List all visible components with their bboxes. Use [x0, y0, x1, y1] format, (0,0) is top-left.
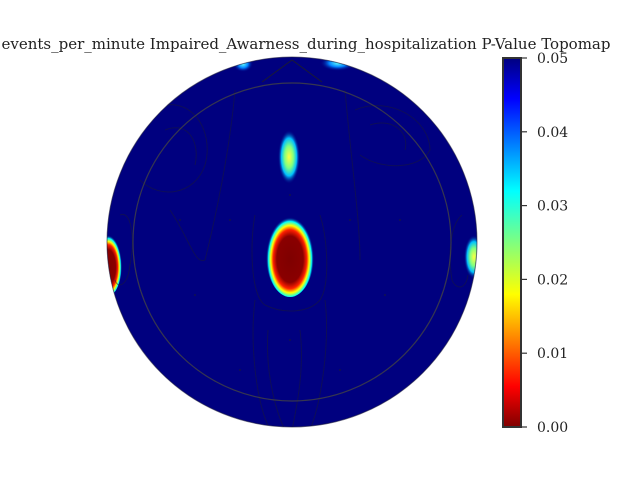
hotspot-right-temporal: [464, 235, 477, 279]
head-inner-circle: [132, 82, 452, 402]
hotspot-frontal-midline: [278, 130, 300, 184]
colorbar-tick-label: 0.04: [537, 125, 568, 141]
chart-title: events_per_minute Impaired_Awarness_duri…: [2, 35, 611, 53]
colorbar-tick-label: 0.05: [537, 51, 568, 67]
head-outline: [106, 56, 478, 428]
nose-icon: [261, 59, 323, 83]
colorbar-tick-label: 0.00: [537, 420, 568, 436]
colorbar-tick-label: 0.01: [537, 346, 568, 362]
contour-lines: [114, 89, 469, 427]
topomap-head: [107, 57, 477, 427]
colorbar-tick-label: 0.02: [537, 272, 568, 288]
colorbar-tick-label: 0.03: [537, 199, 568, 215]
colorbar-frame: [502, 57, 522, 428]
sensor-markers: [179, 194, 401, 371]
colorbar: 0.05 0.04 0.03 0.02 0.01 0.00: [502, 51, 568, 436]
colorbar-gradient: [503, 58, 521, 427]
hotspot-central: [266, 213, 314, 297]
